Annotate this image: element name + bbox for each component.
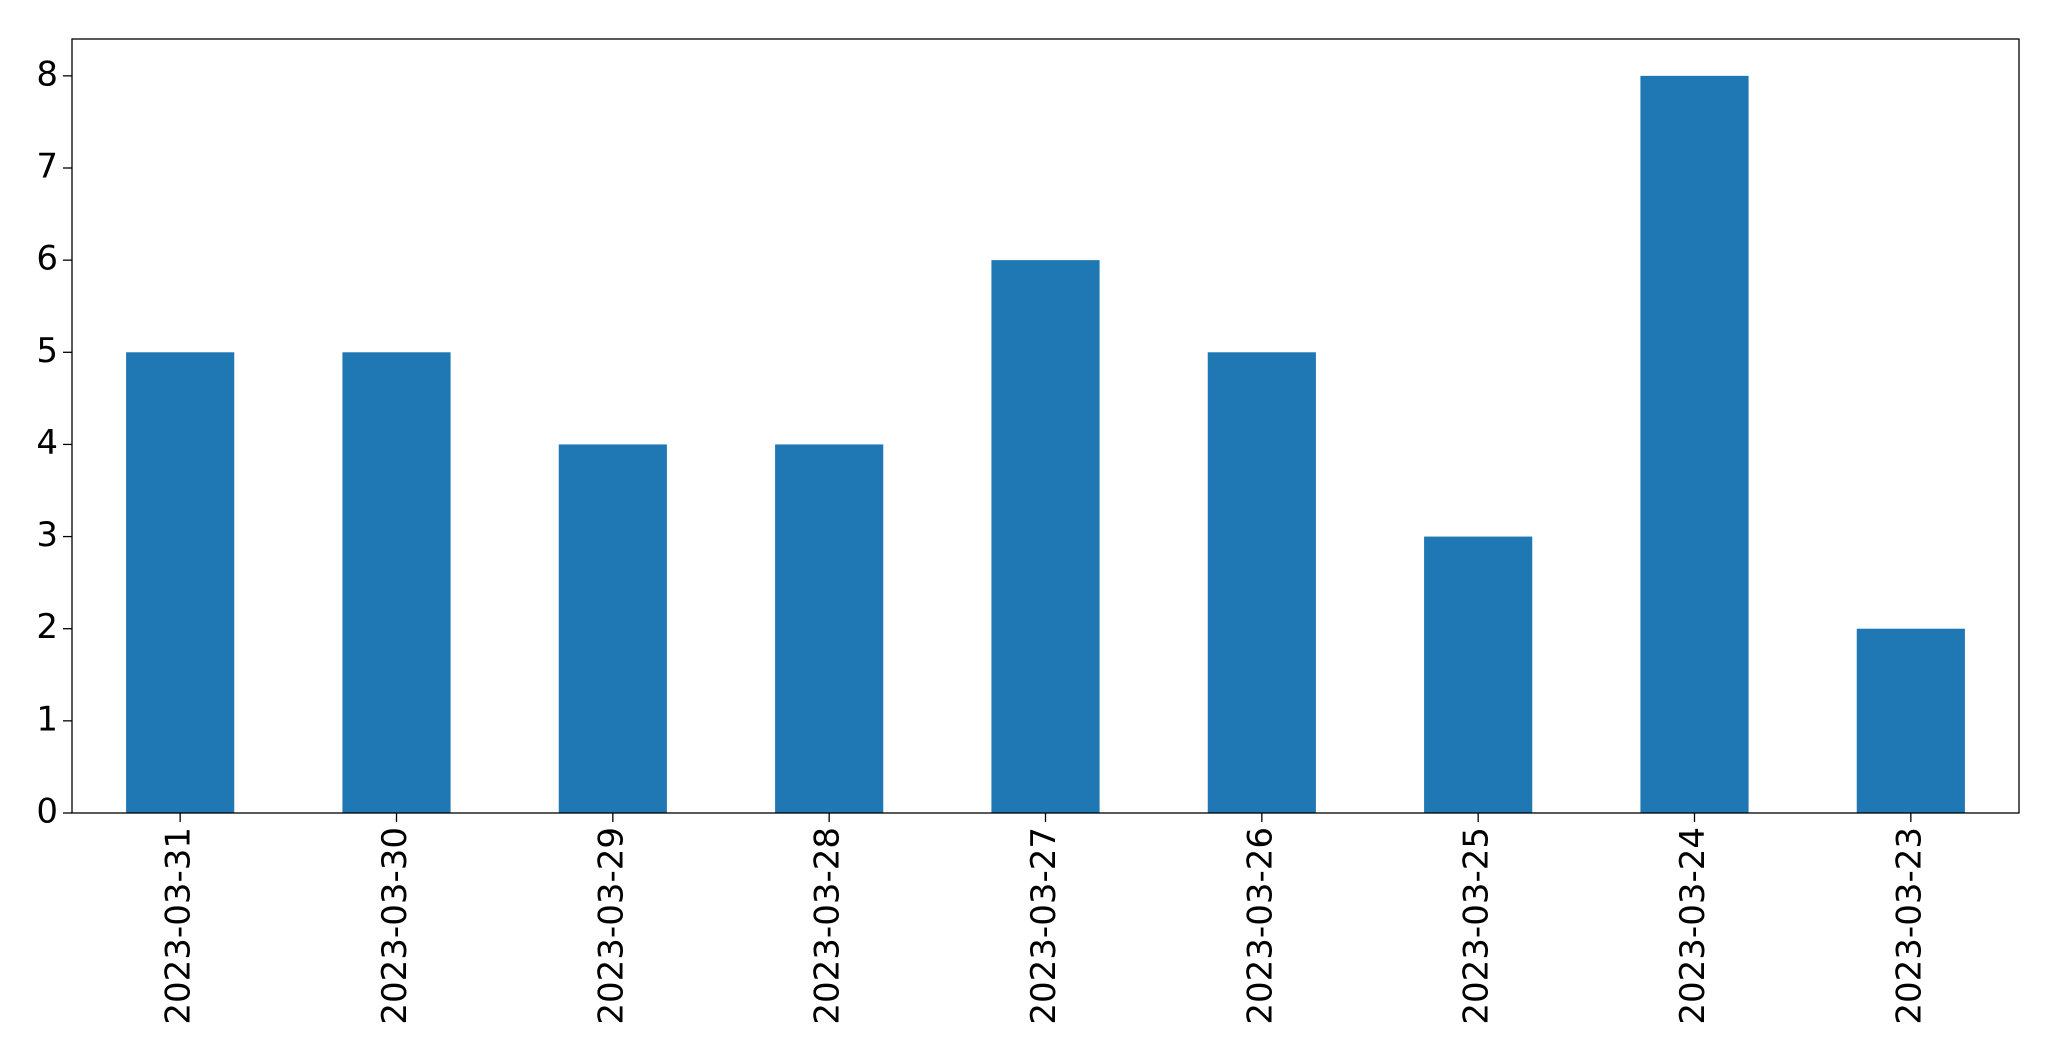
plot-frame: [71, 38, 2020, 814]
bar: [1207, 352, 1316, 813]
y-tick-label: 2: [36, 607, 58, 647]
x-tick-label: 2023-03-26: [1240, 827, 1280, 1025]
x-tick-label: 2023-03-23: [1889, 827, 1929, 1025]
y-tick-label: 8: [36, 54, 58, 94]
x-tick-label: 2023-03-29: [591, 827, 631, 1025]
bar: [558, 444, 667, 813]
x-tick-label: 2023-03-31: [159, 827, 199, 1025]
y-tick-label: 4: [36, 423, 58, 463]
x-tick-label: 2023-03-27: [1024, 827, 1064, 1025]
x-tick-label: 2023-03-24: [1673, 827, 1713, 1025]
y-tick-label: 6: [36, 239, 58, 279]
bar: [126, 352, 235, 813]
bar: [1856, 628, 1965, 813]
y-tick-label: 3: [36, 515, 58, 555]
bar: [991, 260, 1100, 814]
bar: [1640, 75, 1749, 814]
y-tick-label: 7: [36, 147, 58, 187]
y-tick-label: 5: [36, 331, 58, 371]
x-tick-label: 2023-03-25: [1457, 827, 1497, 1025]
y-tick-label: 0: [36, 792, 58, 832]
bar: [342, 352, 451, 813]
x-tick-label: 2023-03-28: [808, 827, 848, 1025]
y-tick-label: 1: [36, 699, 58, 739]
bar: [775, 444, 884, 813]
x-tick-label: 2023-03-30: [375, 827, 415, 1025]
bar: [1424, 536, 1533, 813]
